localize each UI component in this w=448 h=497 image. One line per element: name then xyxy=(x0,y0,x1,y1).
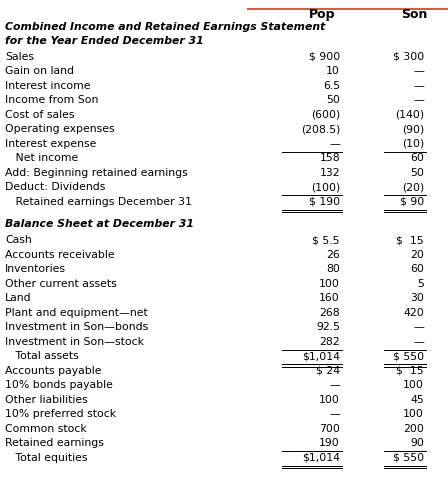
Text: —: — xyxy=(413,67,424,77)
Text: $ 90: $ 90 xyxy=(400,197,424,207)
Text: —: — xyxy=(413,95,424,105)
Text: Income from Son: Income from Son xyxy=(5,95,99,105)
Text: $  15: $ 15 xyxy=(396,366,424,376)
Text: Other liabilities: Other liabilities xyxy=(5,395,88,405)
Text: Other current assets: Other current assets xyxy=(5,279,117,289)
Text: Net income: Net income xyxy=(5,154,78,164)
Text: 160: 160 xyxy=(319,293,340,303)
Text: Sales: Sales xyxy=(5,52,34,62)
Text: 100: 100 xyxy=(319,395,340,405)
Text: Combined Income and Retained Earnings Statement: Combined Income and Retained Earnings St… xyxy=(5,22,325,32)
Text: Operating expenses: Operating expenses xyxy=(5,124,115,135)
Text: (100): (100) xyxy=(311,182,340,192)
Text: —: — xyxy=(329,410,340,419)
Text: Retained earnings: Retained earnings xyxy=(5,438,104,448)
Text: $ 550: $ 550 xyxy=(393,453,424,463)
Text: 6.5: 6.5 xyxy=(323,81,340,91)
Text: 26: 26 xyxy=(326,250,340,260)
Text: Pop: Pop xyxy=(309,8,335,21)
Text: 50: 50 xyxy=(410,168,424,178)
Text: Interest income: Interest income xyxy=(5,81,90,91)
Text: 10% preferred stock: 10% preferred stock xyxy=(5,410,116,419)
Text: 132: 132 xyxy=(319,168,340,178)
Text: —: — xyxy=(329,139,340,149)
Text: Cost of sales: Cost of sales xyxy=(5,110,74,120)
Text: $ 900: $ 900 xyxy=(309,52,340,62)
Text: 700: 700 xyxy=(319,424,340,434)
Text: 100: 100 xyxy=(403,380,424,390)
Text: 420: 420 xyxy=(403,308,424,318)
Text: Common stock: Common stock xyxy=(5,424,87,434)
Text: (208.5): (208.5) xyxy=(301,124,340,135)
Text: (10): (10) xyxy=(402,139,424,149)
Text: 50: 50 xyxy=(326,95,340,105)
Text: —: — xyxy=(413,323,424,332)
Text: Inventories: Inventories xyxy=(5,264,66,274)
Text: $ 190: $ 190 xyxy=(309,197,340,207)
Text: $1,014: $1,014 xyxy=(302,453,340,463)
Text: 20: 20 xyxy=(410,250,424,260)
Text: Balance Sheet at December 31: Balance Sheet at December 31 xyxy=(5,219,194,230)
Text: (20): (20) xyxy=(402,182,424,192)
Text: 10: 10 xyxy=(326,67,340,77)
Text: (140): (140) xyxy=(395,110,424,120)
Text: Accounts receivable: Accounts receivable xyxy=(5,250,115,260)
Text: 60: 60 xyxy=(410,264,424,274)
Text: Son: Son xyxy=(401,8,427,21)
Text: (90): (90) xyxy=(402,124,424,135)
Text: Interest expense: Interest expense xyxy=(5,139,96,149)
Text: —: — xyxy=(413,81,424,91)
Text: Deduct: Dividends: Deduct: Dividends xyxy=(5,182,105,192)
Text: Cash: Cash xyxy=(5,236,32,246)
Text: 268: 268 xyxy=(319,308,340,318)
Text: 30: 30 xyxy=(410,293,424,303)
Text: $ 300: $ 300 xyxy=(393,52,424,62)
Text: Gain on land: Gain on land xyxy=(5,67,74,77)
Text: 45: 45 xyxy=(410,395,424,405)
Text: Total assets: Total assets xyxy=(5,351,79,361)
Text: 5: 5 xyxy=(417,279,424,289)
Text: 200: 200 xyxy=(403,424,424,434)
Text: $ 5.5: $ 5.5 xyxy=(313,236,340,246)
Text: Investment in Son—stock: Investment in Son—stock xyxy=(5,337,144,347)
Text: 80: 80 xyxy=(326,264,340,274)
Text: —: — xyxy=(413,337,424,347)
Text: 60: 60 xyxy=(410,154,424,164)
Text: $ 550: $ 550 xyxy=(393,351,424,361)
Text: for the Year Ended December 31: for the Year Ended December 31 xyxy=(5,36,204,46)
Text: —: — xyxy=(329,380,340,390)
Text: 282: 282 xyxy=(319,337,340,347)
Text: Accounts payable: Accounts payable xyxy=(5,366,102,376)
Text: $ 24: $ 24 xyxy=(316,366,340,376)
Text: 92.5: 92.5 xyxy=(316,323,340,332)
Text: $1,014: $1,014 xyxy=(302,351,340,361)
Text: 158: 158 xyxy=(319,154,340,164)
Text: 10% bonds payable: 10% bonds payable xyxy=(5,380,113,390)
Text: 190: 190 xyxy=(319,438,340,448)
Text: Investment in Son—bonds: Investment in Son—bonds xyxy=(5,323,148,332)
Text: Plant and equipment—net: Plant and equipment—net xyxy=(5,308,148,318)
Text: $  15: $ 15 xyxy=(396,236,424,246)
Text: (600): (600) xyxy=(311,110,340,120)
Text: 100: 100 xyxy=(403,410,424,419)
Text: 90: 90 xyxy=(410,438,424,448)
Text: Retained earnings December 31: Retained earnings December 31 xyxy=(5,197,192,207)
Text: Total equities: Total equities xyxy=(5,453,87,463)
Text: 100: 100 xyxy=(319,279,340,289)
Text: Land: Land xyxy=(5,293,32,303)
Text: Add: Beginning retained earnings: Add: Beginning retained earnings xyxy=(5,168,188,178)
